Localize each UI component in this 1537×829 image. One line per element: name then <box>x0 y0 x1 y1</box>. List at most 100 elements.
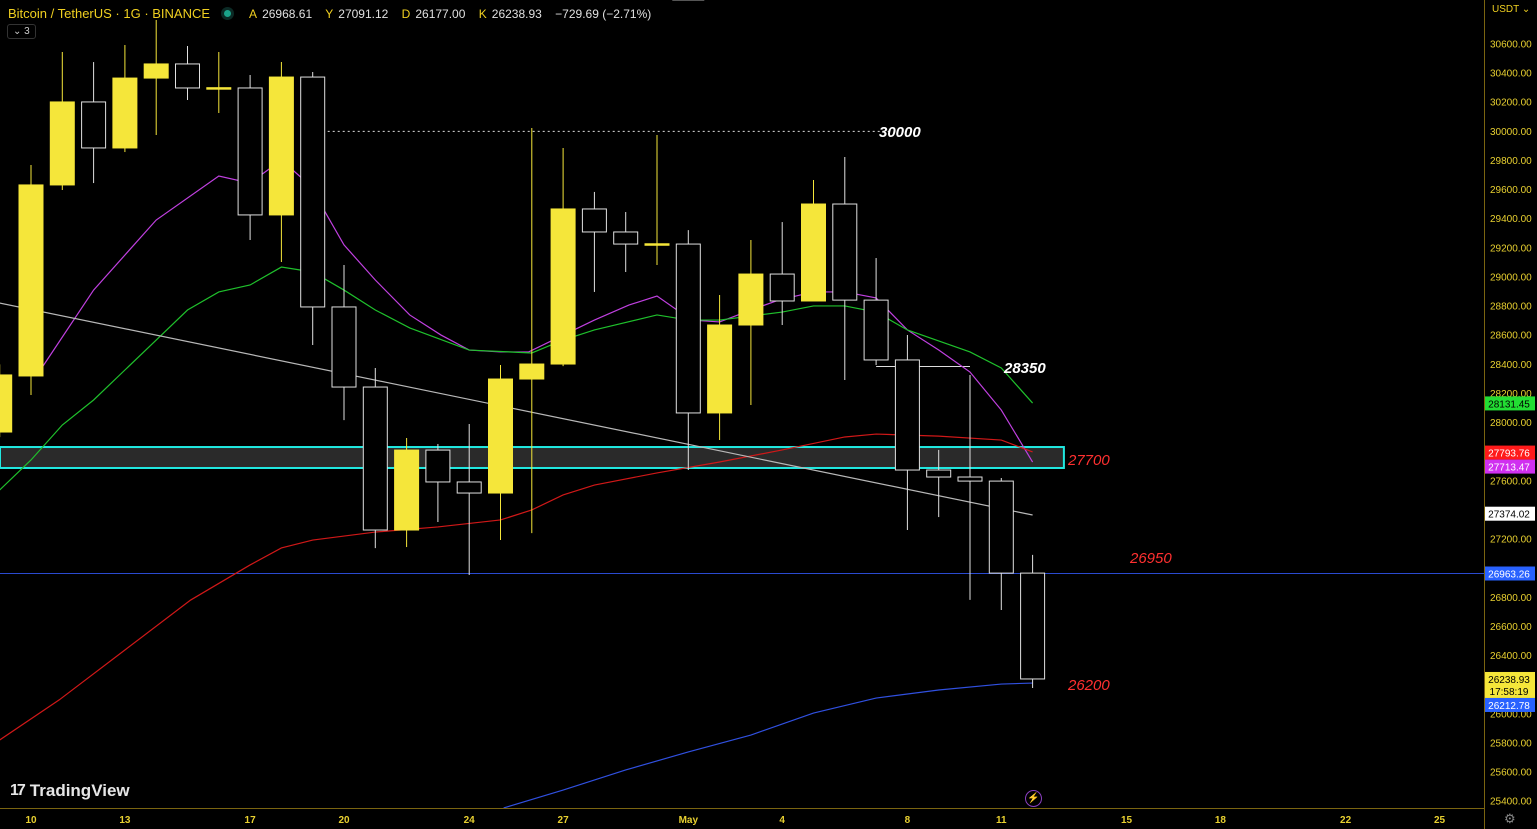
price-tick-label: 28600.00 <box>1490 331 1532 342</box>
settings-gear-icon[interactable]: ⚙ <box>1504 811 1516 826</box>
price-badge-text: 27713.47 <box>1488 463 1530 474</box>
candle-body <box>18 184 44 377</box>
time-tick-label: 27 <box>558 815 570 826</box>
candle <box>738 239 764 405</box>
price-tick-label: 29800.00 <box>1490 156 1532 167</box>
candle-body <box>550 208 576 365</box>
candle-body <box>832 203 858 301</box>
candle <box>1020 554 1046 688</box>
trendline-line <box>0 302 1033 516</box>
price-badge-bg <box>1485 459 1535 474</box>
candle <box>331 265 357 421</box>
candle-body <box>613 231 639 245</box>
indicators-toggle-button[interactable]: ⌄ 3 <box>7 24 36 39</box>
candle-body <box>1020 572 1046 680</box>
candle <box>926 449 952 518</box>
label-26950: 26950 <box>1129 550 1172 567</box>
price-tick-label: 30000.00 <box>1490 127 1532 138</box>
tradingview-logo[interactable]: 17 TradingView <box>10 781 130 801</box>
candle-body <box>237 87 263 216</box>
candle-body <box>926 469 952 478</box>
change-value: −729.69 (−2.71%) <box>555 6 652 21</box>
plot-area <box>0 19 1484 809</box>
candle-body <box>206 87 232 90</box>
candle <box>112 45 138 153</box>
tradingview-mark-icon: 17 <box>10 782 26 799</box>
time-tick-label: 10 <box>25 815 37 826</box>
candle <box>18 164 44 396</box>
candle <box>863 258 889 366</box>
time-tick-label: 22 <box>1340 815 1352 826</box>
candle <box>581 191 607 292</box>
candle-body <box>957 476 983 482</box>
candle <box>832 156 858 381</box>
high-value: 27091.12 <box>338 6 389 21</box>
candle <box>425 443 451 523</box>
price-tick-label: 28200.00 <box>1490 389 1532 400</box>
candle-body <box>707 324 733 414</box>
price-tick-label: 28800.00 <box>1490 302 1532 313</box>
symbol-title[interactable]: Bitcoin / TetherUS · 1G · BINANCE <box>8 6 211 21</box>
lightning-icon[interactable]: ⚡ <box>1025 790 1042 807</box>
candle <box>644 135 670 266</box>
price-badge-bg <box>1485 396 1535 411</box>
time-tick-label: 4 <box>779 815 785 826</box>
candle-body <box>112 77 138 149</box>
price-badge: 26212.78 <box>1485 697 1535 712</box>
candle <box>456 424 482 576</box>
label-28350: 28350 <box>1003 360 1046 377</box>
candle-body <box>456 481 482 494</box>
price-badge-bg <box>1485 506 1535 521</box>
price-badge-text: 27793.76 <box>1488 449 1530 460</box>
price-tick-label: 25800.00 <box>1490 738 1532 749</box>
price-tick-label: 27200.00 <box>1490 535 1532 546</box>
ohlc-readout: A 26968.61 Y 27091.12 D 26177.00 K 26238.93 … <box>249 7 656 21</box>
market-status-icon <box>224 10 232 17</box>
price-tick-label: 29400.00 <box>1490 214 1532 225</box>
price-tick-label: 29200.00 <box>1490 243 1532 254</box>
candle <box>894 335 920 531</box>
symbol-header: Bitcoin / TetherUS · 1G · BINANCE A 26968… <box>8 6 656 21</box>
candle <box>957 374 983 600</box>
candle-body <box>988 480 1014 574</box>
candle-body <box>300 76 326 308</box>
candle <box>675 230 701 471</box>
price-tick-label: 27600.00 <box>1490 476 1532 487</box>
last-price-badge-bg <box>1485 671 1535 698</box>
bar-countdown-text: 17:58:19 <box>1490 687 1529 698</box>
price-tick-label: 26400.00 <box>1490 651 1532 662</box>
currency-dropdown[interactable]: USDT ⌄ <box>1492 4 1531 15</box>
candle-body <box>644 243 670 246</box>
candle-body <box>769 273 795 302</box>
candle-body <box>175 63 200 89</box>
candle-body <box>519 363 545 380</box>
price-tick-label: 26800.00 <box>1490 593 1532 604</box>
candle-body <box>425 449 451 483</box>
candle <box>519 128 545 534</box>
candle <box>49 52 75 191</box>
candle <box>613 212 639 273</box>
time-tick-label: 13 <box>119 815 131 826</box>
candle <box>769 222 795 326</box>
price-badge-bg <box>1485 445 1535 460</box>
price-badge: 28131.45 <box>1485 396 1535 411</box>
price-badge: 27713.47 <box>1485 459 1535 474</box>
label-30000: 30000 <box>879 124 921 141</box>
candle-body <box>143 63 169 79</box>
candle <box>707 295 733 441</box>
price-tick-label: 29000.00 <box>1490 272 1532 283</box>
time-tick-label: 17 <box>245 815 257 826</box>
open-key: A <box>249 6 258 21</box>
candle-body <box>0 374 13 433</box>
candle <box>394 437 420 548</box>
candle <box>300 71 326 345</box>
candle-body <box>331 306 357 388</box>
price-badge-text: 26963.26 <box>1488 570 1530 581</box>
time-tick-label: 11 <box>996 815 1007 826</box>
candle-body <box>488 378 513 494</box>
indicator-count: 3 <box>24 26 30 37</box>
close-key: K <box>478 6 487 21</box>
candle-body <box>675 243 701 414</box>
candle-body <box>49 101 75 186</box>
